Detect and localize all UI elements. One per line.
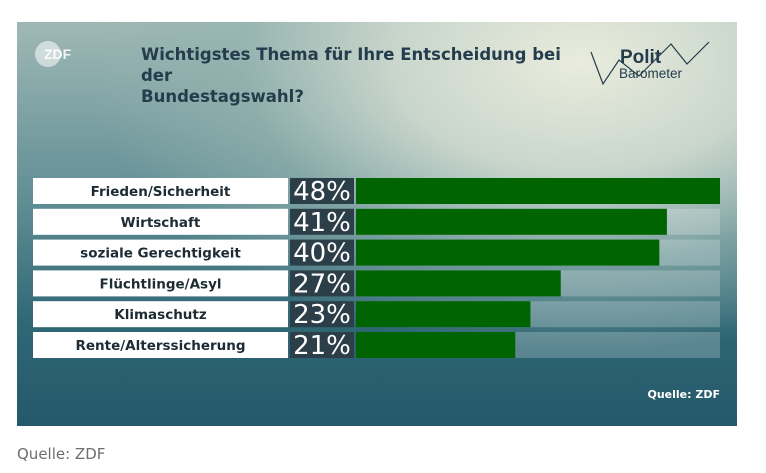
chart-title: Wichtigstes Thema für Ihre Entscheidung …	[141, 44, 581, 107]
svg-text:ZDF: ZDF	[44, 46, 72, 62]
bar	[356, 270, 561, 297]
bar	[356, 239, 660, 266]
bar	[356, 332, 516, 358]
value-label: 21%	[293, 331, 351, 361]
value-label-box	[290, 239, 354, 266]
category-label: Flüchtlinge/Asyl	[99, 276, 221, 292]
category-label: Frieden/Sicherheit	[91, 184, 231, 200]
politbarometer-logo-graphic	[590, 41, 710, 86]
bar	[356, 208, 667, 235]
category-label-box	[33, 270, 288, 297]
source-caption: Quelle: ZDF	[17, 445, 106, 463]
value-label: 40%	[293, 239, 351, 269]
bar-chart: Frieden/Sicherheit 48% Wirtschaft 41% sozial…	[33, 177, 720, 361]
value-label-box	[290, 332, 354, 358]
chart-title-line-2: Bundestagswahl?	[141, 87, 304, 106]
value-label-box	[290, 178, 354, 204]
value-label-box	[290, 208, 354, 235]
category-label-box	[33, 208, 288, 235]
value-label: 23%	[293, 300, 351, 330]
category-label: Wirtschaft	[121, 215, 201, 231]
barometer-logo-text: Barometer	[619, 66, 683, 81]
zdf-logo: ZDF	[35, 41, 72, 67]
category-label-box	[33, 332, 288, 358]
source-label-inner: Quelle: ZDF	[647, 388, 721, 401]
polit-logo-text: Polit	[620, 47, 662, 68]
category-label: Klimaschutz	[114, 307, 207, 323]
value-label-box	[290, 301, 354, 328]
value-label-box	[290, 270, 354, 297]
bar	[356, 301, 531, 328]
category-label: soziale Gerechtigkeit	[80, 246, 241, 262]
bar	[356, 178, 720, 204]
category-label: Rente/Alterssicherung	[75, 338, 245, 354]
category-label-box	[33, 178, 288, 204]
category-label-box	[33, 239, 288, 266]
chart-title-line-1: Wichtigstes Thema für Ihre Entscheidung …	[141, 45, 561, 85]
chart-graphic: ZDF Wichtigstes Thema für Ihre Entscheid…	[17, 22, 737, 426]
category-label-box	[33, 301, 288, 328]
value-label: 48%	[293, 177, 351, 207]
value-label: 27%	[293, 269, 351, 299]
value-label: 41%	[293, 208, 351, 238]
